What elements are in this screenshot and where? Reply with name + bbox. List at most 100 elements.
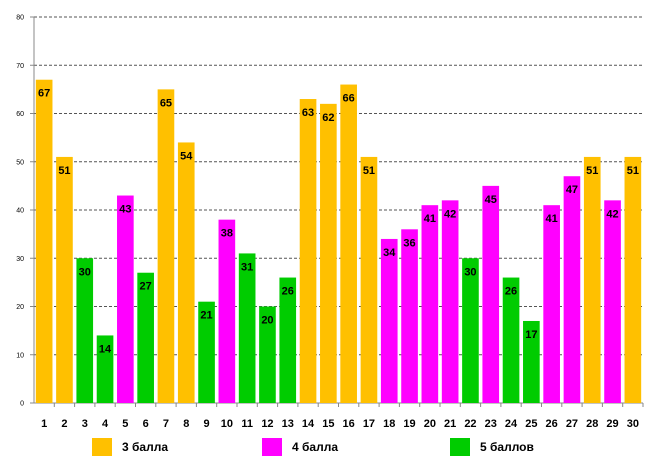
legend-label: 5 баллов [480,440,534,454]
data-label: 34 [383,247,396,259]
x-tick-label: 30 [627,418,639,430]
y-tick-label: 10 [16,352,24,359]
data-label: 26 [505,286,517,298]
bars [35,79,642,404]
x-tick-label: 25 [525,418,537,430]
bar-25 [523,320,540,403]
x-tick-label: 24 [505,418,518,430]
x-tick-label: 11 [241,418,253,430]
bar-18 [380,238,398,403]
y-tick-label: 30 [16,256,24,263]
y-tick-label: 20 [16,304,24,311]
x-tick-label: 16 [343,418,355,430]
data-label: 38 [221,228,233,240]
data-label: 67 [38,88,50,100]
x-tick-label: 15 [322,418,334,430]
x-tick-label: 13 [282,418,294,430]
x-tick-label: 19 [403,418,415,430]
x-tick-label: 3 [82,418,88,430]
bar-17 [360,156,378,403]
data-label: 51 [363,165,375,177]
bar-5 [117,195,134,403]
data-label: 42 [606,208,618,220]
bar-14 [299,99,317,404]
bar-13 [279,277,297,403]
data-label: 14 [99,343,112,355]
x-tick-label: 23 [485,418,497,430]
legend-item: 4 балла [262,437,338,457]
bar-30 [624,156,642,403]
data-label: 20 [261,315,273,327]
x-tick-label: 26 [546,418,558,430]
bar-9 [198,301,215,403]
bar-16 [340,84,357,404]
data-label: 51 [627,165,639,177]
x-tick-label: 14 [302,418,315,430]
x-tick-label: 17 [363,418,375,430]
legend-label: 4 балла [292,440,339,454]
bar-22 [462,258,479,403]
data-label: 36 [403,237,415,249]
bar-8 [177,142,195,403]
bar-19 [401,229,418,403]
x-tick-label: 27 [566,418,578,430]
bar-27 [563,176,581,403]
x-tick-label: 10 [221,418,233,430]
bar-28 [583,156,601,403]
data-label: 47 [566,184,578,196]
x-tick-label: 1 [41,418,47,430]
data-label: 51 [586,165,598,177]
y-tick-label: 80 [16,15,24,22]
bar-6 [137,272,154,403]
data-label: 27 [140,281,152,293]
x-tick-label: 28 [586,418,598,430]
data-label: 63 [302,107,314,119]
x-tick-label: 20 [424,418,436,430]
data-label: 51 [58,165,70,177]
bar-2 [56,156,73,403]
y-tick-label: 60 [16,111,24,118]
bar-26 [543,205,560,403]
y-tick-label: 50 [16,159,24,166]
bar-7 [157,89,175,403]
gridlines [34,16,643,356]
data-label: 21 [200,310,212,322]
legend-item: 5 баллов [450,437,534,457]
data-label: 30 [464,266,476,278]
bar-20 [421,205,439,403]
data-label: 41 [546,213,558,225]
bar-4 [96,335,114,403]
data-label: 54 [180,150,193,162]
bar-24 [502,277,520,403]
data-label: 41 [424,213,436,225]
data-label: 65 [160,97,172,109]
bar-23 [482,185,500,403]
y-tick-label: 70 [16,63,24,70]
bar-21 [441,200,459,403]
x-tick-label: 2 [61,418,67,430]
legend-swatch [450,438,470,456]
bar-3 [76,258,94,403]
bar-12 [259,306,276,403]
y-tick-label: 0 [20,401,24,408]
bar-10 [218,219,236,403]
legend-label: 3 балла [122,440,169,454]
legend-item: 3 балла [92,437,168,457]
x-tick-label: 18 [383,418,395,430]
x-tick-label: 6 [143,418,149,430]
bar-29 [604,200,621,403]
x-tick-label: 21 [444,418,456,430]
data-label: 31 [241,261,253,273]
x-tick-label: 4 [102,418,109,430]
data-label: 43 [119,204,131,216]
legend-swatch [262,438,282,456]
data-label: 30 [79,266,91,278]
x-tick-label: 5 [122,418,128,430]
data-label: 17 [525,329,537,341]
data-labels: 67 51 30 14 43 27 65 54 21 38 31 20 26 63 62 66 51 34 36 41… [38,88,639,356]
bar-1 [35,79,53,403]
x-tick-label: 8 [183,418,189,430]
data-label: 45 [485,194,497,206]
